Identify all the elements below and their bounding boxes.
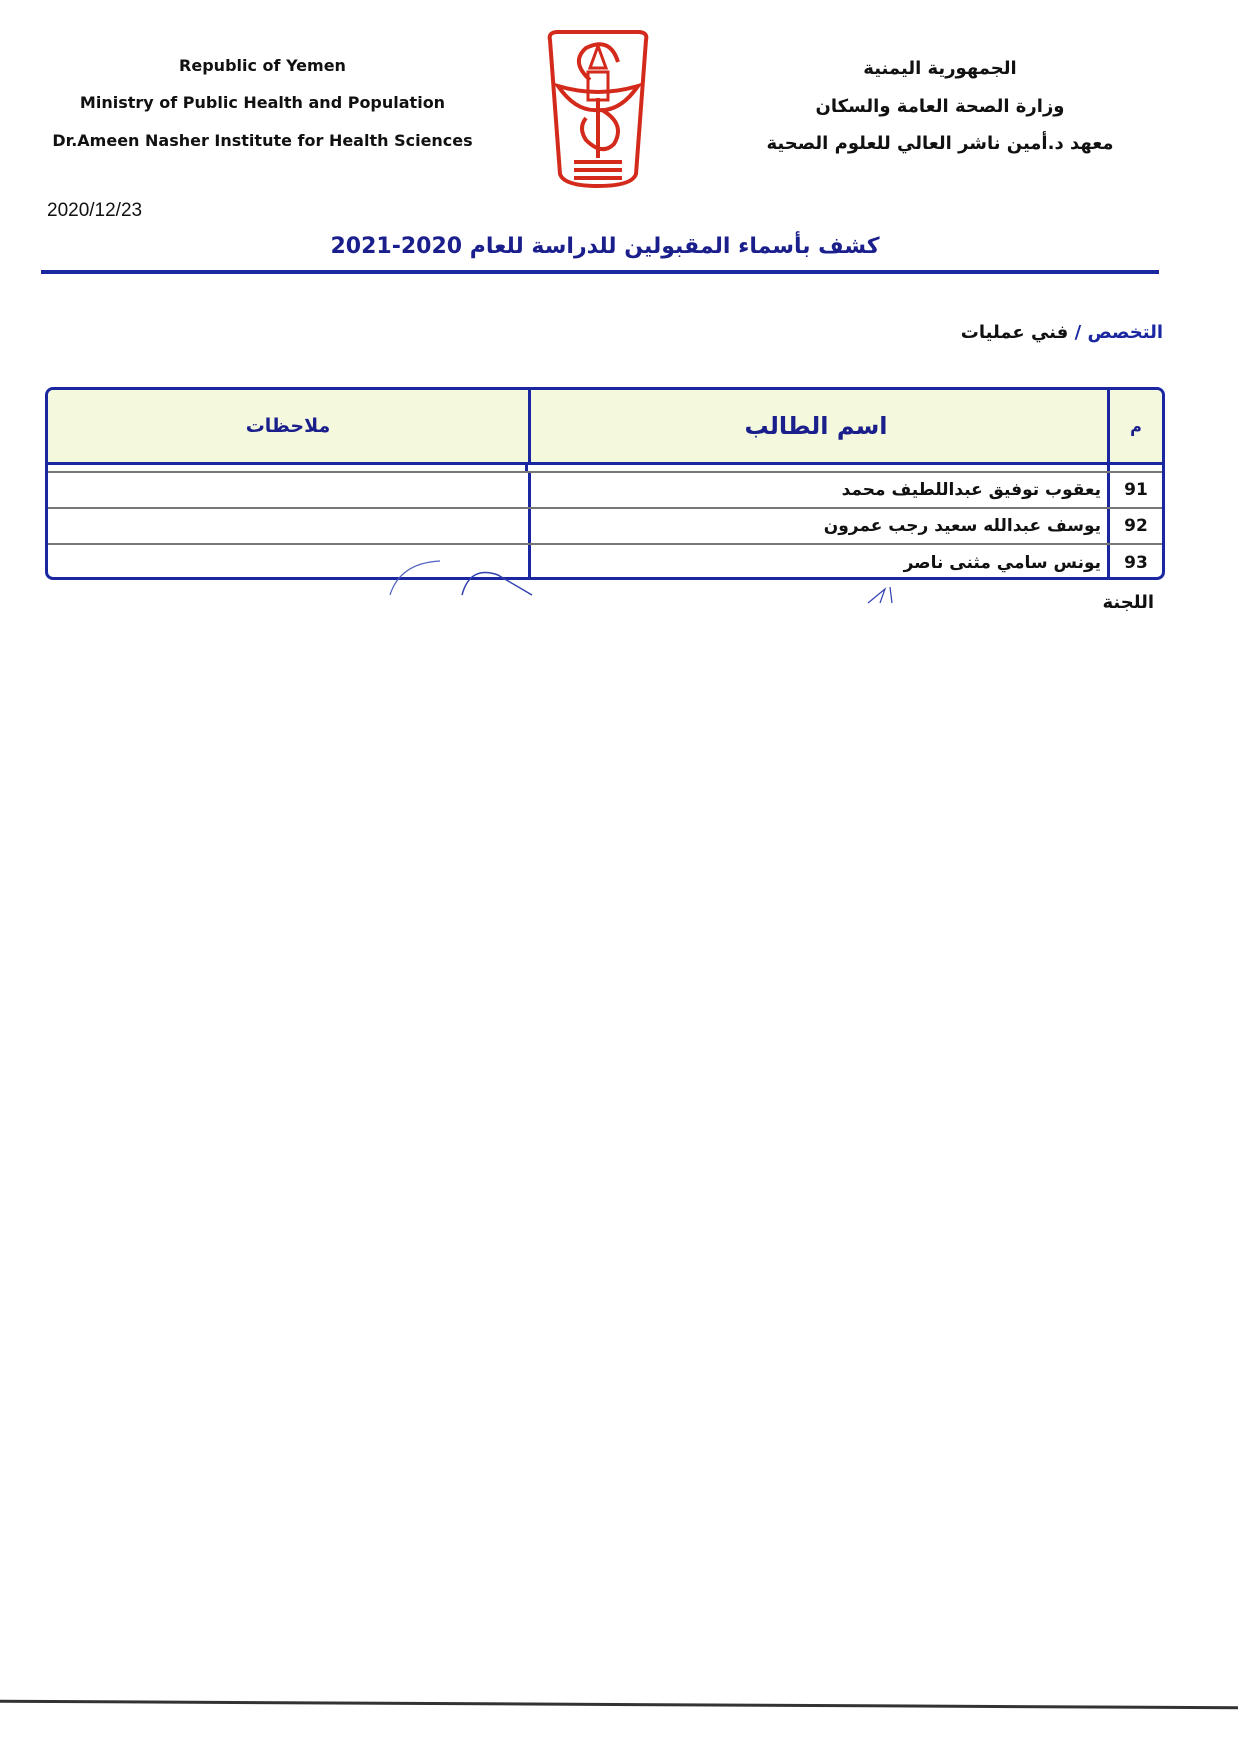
scan-edge-line — [0, 1699, 1238, 1710]
col-notes-header: ملاحظات — [245, 415, 331, 437]
header-en-line-1: Republic of Yemen — [179, 56, 346, 75]
header-en-line-2: Ministry of Public Health and Population — [79, 93, 446, 112]
table-row: 91 يعقوب توفيق عبداللطيف محمد — [48, 473, 1162, 509]
document-date: 2020/12/23 — [47, 200, 143, 221]
header-ar-line-3: معهد د.أمين ناشر العالي للعلوم الصحية — [766, 133, 1114, 154]
row-student-name: يوسف عبدالله سعيد رجب عمرون — [528, 509, 1107, 543]
table-row: 93 يونس سامي مثنى ناصر — [48, 545, 1162, 577]
row-number: 91 — [1107, 473, 1162, 507]
header-ar-line-2: وزارة الصحة العامة والسكان — [815, 96, 1065, 117]
row-student-name: يونس سامي مثنى ناصر — [528, 545, 1107, 577]
row-notes — [48, 473, 528, 507]
col-number-header: م — [1107, 390, 1162, 462]
signature-scribble-icon — [389, 560, 893, 604]
committee-label: اللجنة — [1102, 592, 1154, 613]
header-en-line-3: Dr.Ameen Nasher Institute for Health Sci… — [52, 131, 473, 150]
specialty-value: فني عمليات — [960, 322, 1069, 343]
document-title: كشف بأسماء المقبولين للدراسة للعام 2020-… — [330, 234, 880, 259]
header-ar-line-1: الجمهورية اليمنية — [863, 58, 1017, 79]
col-name-header: اسم الطالب — [528, 390, 1107, 462]
specialty: التخصص / فني عمليات — [961, 322, 1163, 343]
table-row: 92 يوسف عبدالله سعيد رجب عمرون — [48, 509, 1162, 545]
header-spacer — [48, 465, 1162, 473]
title-divider — [41, 270, 1159, 274]
table-header: م اسم الطالب ملاحظات — [48, 390, 1162, 465]
row-number: 92 — [1107, 509, 1162, 543]
row-number: 93 — [1107, 545, 1162, 577]
row-student-name: يعقوب توفيق عبداللطيف محمد — [528, 473, 1107, 507]
row-notes — [48, 509, 528, 543]
specialty-label: التخصص / — [1074, 322, 1163, 343]
institute-logo-icon — [547, 30, 649, 189]
students-table: م اسم الطالب ملاحظات 91 يعقوب توفيق عبدا… — [45, 387, 1165, 580]
